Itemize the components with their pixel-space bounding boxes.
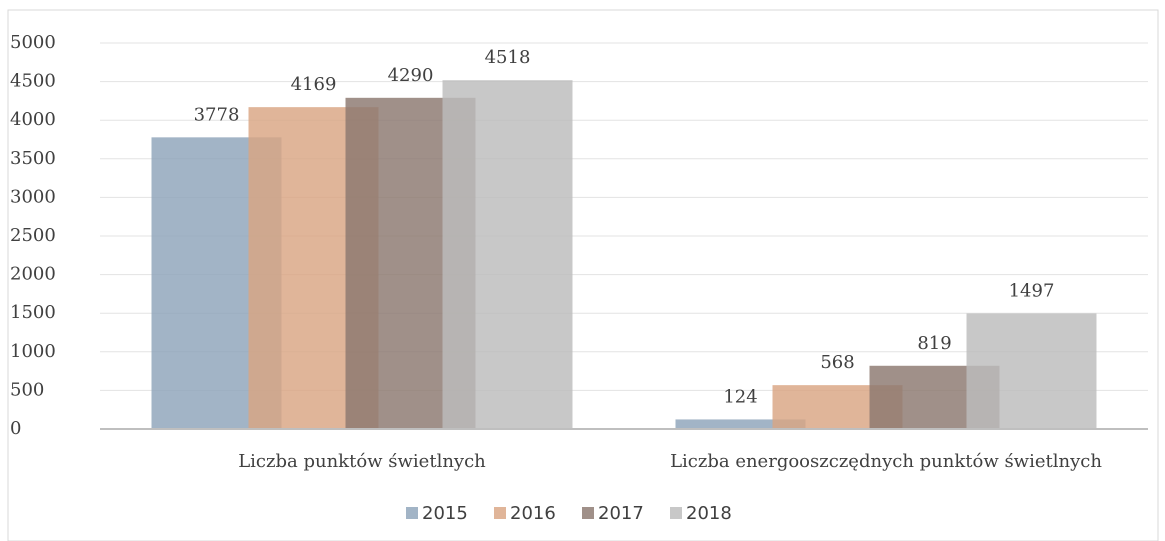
y-tick-label: 4000 (10, 109, 56, 130)
data-label: 819 (917, 333, 951, 354)
y-tick-label: 500 (10, 379, 44, 400)
y-tick-label: 2500 (10, 225, 56, 246)
data-label: 3778 (194, 104, 240, 125)
data-label: 568 (820, 352, 854, 373)
data-label: 124 (723, 386, 757, 407)
y-tick-label: 3000 (10, 186, 56, 207)
y-tick-label: 4500 (10, 71, 56, 92)
chart-frame (7, 9, 1159, 541)
legend-swatch (582, 507, 594, 519)
data-label: 4169 (291, 74, 337, 95)
y-tick-label: 1000 (10, 341, 56, 362)
legend-swatch (406, 507, 418, 519)
data-label: 4518 (485, 47, 531, 68)
legend-label: 2017 (598, 503, 644, 524)
data-label: 1497 (1009, 280, 1055, 301)
legend-label: 2018 (686, 503, 732, 524)
y-tick-label: 5000 (10, 32, 56, 53)
bar (442, 80, 573, 430)
bar (675, 419, 806, 429)
legend-swatch (670, 507, 682, 519)
y-tick-label: 3500 (10, 148, 56, 169)
bar (966, 313, 1097, 429)
legend-label: 2015 (422, 503, 468, 524)
y-tick-label: 1500 (10, 302, 56, 323)
y-tick-label: 2000 (10, 264, 56, 285)
data-label: 4290 (388, 65, 434, 86)
legend-label: 2016 (510, 503, 556, 524)
y-tick-label: 0 (10, 418, 21, 439)
x-tick-label: Liczba energooszczędnych punktów świetln… (670, 451, 1102, 472)
legend-swatch (494, 507, 506, 519)
x-tick-label: Liczba punktów świetlnych (238, 451, 486, 472)
